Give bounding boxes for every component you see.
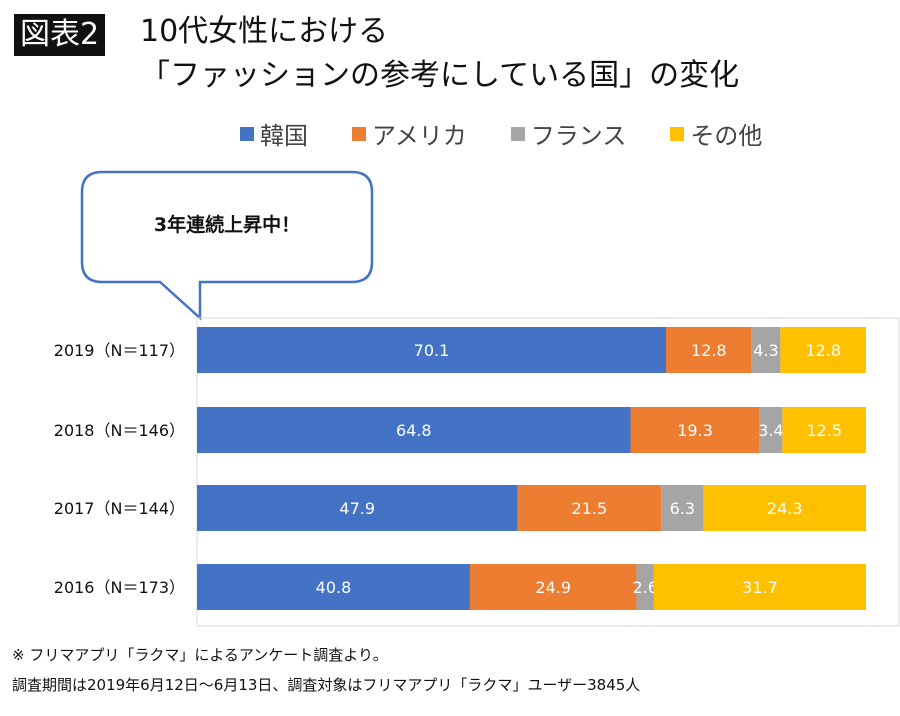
- data-label: 19.3: [677, 421, 713, 440]
- bar-segment: [517, 485, 662, 531]
- bar-segment: [630, 407, 760, 453]
- data-label: 12.5: [806, 421, 842, 440]
- legend-label: フランス: [530, 122, 627, 150]
- bar-segment: [197, 564, 470, 610]
- footnote-2: 調査期間は2019年6月12日〜6月13日、調査対象はフリマアプリ「ラクマ」ユー…: [12, 676, 641, 694]
- data-label: 3.4: [758, 421, 783, 440]
- bar-segment: [759, 407, 783, 453]
- bar-segment: [751, 327, 781, 373]
- legend-label: 韓国: [260, 122, 308, 150]
- data-label: 24.9: [535, 578, 571, 597]
- data-label: 24.3: [767, 499, 803, 518]
- legend-label: その他: [690, 122, 763, 150]
- footnote-1: ※ フリマアプリ「ラクマ」によるアンケート調査より。: [12, 646, 388, 664]
- data-label: 47.9: [339, 499, 375, 518]
- legend-item: 韓国: [240, 116, 308, 151]
- data-label: 2.6: [633, 578, 658, 597]
- legend-item: その他: [670, 116, 762, 151]
- bar-segment: [703, 485, 866, 531]
- data-label: 6.3: [670, 499, 695, 518]
- callout-text: 3年連続上昇中！: [154, 213, 300, 236]
- bar-segment: [636, 564, 654, 610]
- category-label: 2018（N＝146）: [54, 421, 185, 440]
- callout-bubble: [80, 170, 374, 321]
- bar-segment: [469, 564, 637, 610]
- bar-segment: [782, 407, 866, 453]
- data-label: 21.5: [572, 499, 608, 518]
- bar-segment: [197, 485, 518, 531]
- legend-swatch: [510, 126, 525, 141]
- legend-label: アメリカ: [372, 122, 467, 150]
- legend-swatch: [352, 126, 366, 141]
- legend-item: フランス: [510, 116, 627, 151]
- legend-item: アメリカ: [352, 116, 467, 151]
- category-label: 2019（N＝117）: [54, 341, 185, 360]
- bar-segment: [197, 327, 666, 373]
- figure-badge: 図表2: [14, 14, 106, 56]
- data-label: 31.7: [742, 578, 778, 597]
- bar-segment: [665, 327, 752, 373]
- data-label: 4.3: [753, 341, 778, 360]
- bar-segment: [197, 407, 631, 453]
- legend: 韓国 アメリカ フランス その他: [240, 116, 762, 151]
- data-label: 12.8: [805, 341, 841, 360]
- bar-segment: [661, 485, 704, 531]
- data-label: 64.8: [396, 421, 432, 440]
- category-label: 2017（N＝144）: [54, 499, 185, 518]
- legend-swatch: [240, 126, 254, 141]
- data-label: 70.1: [414, 341, 450, 360]
- chart-title: 10代女性における 「ファッションの参考にしている国」の変化: [140, 10, 739, 98]
- plot-frame: [196, 317, 900, 627]
- data-label: 40.8: [316, 578, 352, 597]
- title-line-1: 10代女性における: [140, 14, 389, 49]
- data-label: 12.8: [691, 341, 727, 360]
- bar-segment: [653, 564, 866, 610]
- category-label: 2016（N＝173）: [54, 578, 185, 597]
- bar-segment: [780, 327, 866, 373]
- legend-swatch: [670, 126, 685, 141]
- title-line-2: 「ファッションの参考にしている国」の変化: [140, 58, 740, 93]
